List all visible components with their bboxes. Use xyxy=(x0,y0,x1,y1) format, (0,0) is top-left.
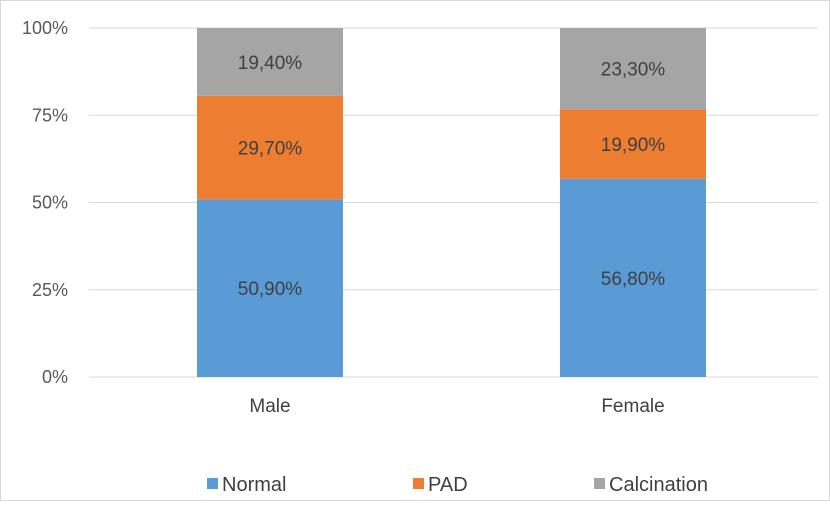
bars: 50,90% 29,70% 19,40% 56,80% 19,90% 23,30% xyxy=(197,28,706,377)
x-tick-label: Male xyxy=(249,396,290,417)
y-tick-label: 50% xyxy=(32,193,68,213)
legend-swatch xyxy=(594,478,605,489)
legend-swatch xyxy=(413,478,424,489)
data-label: 19,40% xyxy=(238,53,303,74)
legend: Normal PAD Calcination xyxy=(207,474,708,496)
y-tick-label: 75% xyxy=(32,105,68,125)
data-label: 29,70% xyxy=(238,139,303,160)
y-tick-label: 0% xyxy=(42,367,68,387)
data-label: 50,90% xyxy=(238,279,303,300)
data-label: 23,30% xyxy=(601,60,666,81)
legend-label: PAD xyxy=(428,474,468,496)
bar-segment-pad-male xyxy=(197,95,343,200)
data-label: 19,90% xyxy=(601,135,666,156)
bar-segment-calcination-male xyxy=(197,28,343,96)
y-tick-label: 100% xyxy=(22,18,68,38)
bar-segment-normal-male xyxy=(197,199,343,377)
bar-segment-calcination-female xyxy=(560,28,706,110)
y-tick-label: 25% xyxy=(32,280,68,300)
x-axis: Male Female xyxy=(249,396,664,417)
y-axis: 0% 25% 50% 75% 100% xyxy=(22,18,68,387)
x-tick-label: Female xyxy=(601,396,664,417)
legend-swatch xyxy=(207,478,218,489)
legend-label: Calcination xyxy=(609,474,708,496)
bar-segment-pad-female xyxy=(560,109,706,179)
bar-segment-normal-female xyxy=(560,178,706,377)
data-label: 56,80% xyxy=(601,269,666,290)
legend-label: Normal xyxy=(222,474,286,496)
